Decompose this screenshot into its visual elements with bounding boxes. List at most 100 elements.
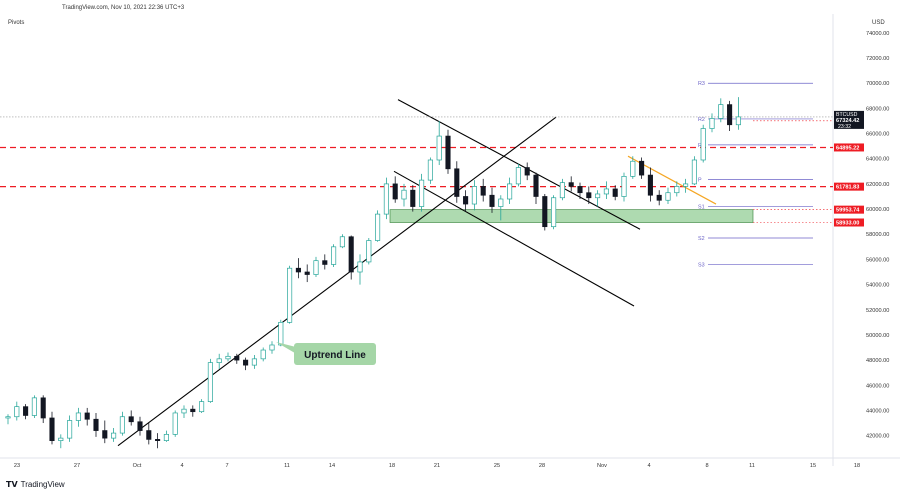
pivot-label: S2 <box>698 236 705 242</box>
candle-body <box>542 196 548 228</box>
price-level-tag <box>834 182 864 191</box>
candle-body <box>524 167 530 176</box>
tradingview-logo[interactable]: 𝗧𝗩 TradingView <box>6 480 65 489</box>
price-tick-label: 62000.00 <box>866 182 889 188</box>
candle-body <box>190 408 196 413</box>
candle-body <box>5 416 11 419</box>
candle-body <box>410 189 416 207</box>
price-level-label: 59953.74 <box>836 208 860 214</box>
candle-body <box>401 189 407 200</box>
price-level-label: 64895.22 <box>836 145 859 151</box>
current-price-countdown: 23:32 <box>838 124 851 130</box>
candle-body <box>102 430 108 439</box>
time-tick-label: 21 <box>434 463 440 469</box>
candle-body <box>674 186 680 194</box>
candle-body <box>269 344 275 351</box>
candle-body <box>709 118 715 129</box>
candle-body <box>533 174 539 197</box>
time-tick-label: 4 <box>647 463 650 469</box>
time-tick-label: 27 <box>74 463 80 469</box>
candle-body <box>93 418 99 431</box>
candle-body <box>630 160 636 177</box>
candle-body <box>119 416 125 434</box>
time-tick-label: Oct <box>133 463 142 469</box>
price-tick-label: 42000.00 <box>866 434 889 440</box>
candle-body <box>507 183 513 200</box>
pivot-label: R2 <box>698 117 705 123</box>
candle-body <box>14 406 20 418</box>
candle-body <box>480 186 486 196</box>
candle-body <box>603 188 609 195</box>
price-level-label: 61781.83 <box>836 185 859 191</box>
candle-body <box>111 432 117 439</box>
time-tick-label: 18 <box>389 463 395 469</box>
tradingview-brand-text: TradingView <box>20 480 65 489</box>
price-level-label: 58933.00 <box>836 220 859 226</box>
candle-body <box>463 196 469 205</box>
channel-lower-line <box>393 170 635 307</box>
time-tick-label: 23 <box>14 463 20 469</box>
candle-body <box>58 437 64 441</box>
time-tick-label: 25 <box>494 463 500 469</box>
candle-body <box>313 260 319 275</box>
candle-body <box>49 417 55 441</box>
candle-body <box>84 412 90 420</box>
price-tick-label: 74000.00 <box>866 31 889 37</box>
callout-box <box>294 343 376 365</box>
price-tick-label: 48000.00 <box>866 358 889 364</box>
pivot-label: P <box>698 178 702 184</box>
candle-body <box>216 358 222 363</box>
candle-body <box>647 174 653 196</box>
candle-body <box>683 183 689 187</box>
candle-body <box>559 182 565 199</box>
pivot-label: S3 <box>698 262 705 268</box>
current-price-value: 67324.42 <box>836 118 859 124</box>
price-tick-label: 66000.00 <box>866 132 889 138</box>
time-tick-label: 11 <box>749 463 755 469</box>
candle-body <box>419 179 425 207</box>
candle-body <box>568 182 574 187</box>
candle-body <box>718 104 724 119</box>
chart-source-info: TradingView.com, Nov 10, 2021 22:36 UTC+… <box>62 5 185 11</box>
time-tick-label: 18 <box>854 463 860 469</box>
candle-body <box>735 116 741 126</box>
tradingview-icon: 𝗧𝗩 <box>6 480 18 489</box>
candle-body <box>595 193 601 199</box>
current-price-tag <box>834 110 864 129</box>
candle-body <box>304 271 310 275</box>
candle-body <box>295 267 301 273</box>
price-tick-label: 44000.00 <box>866 408 889 414</box>
candle-body <box>67 420 73 439</box>
candle-body <box>586 192 592 199</box>
time-tick-label: 14 <box>329 463 335 469</box>
candle-body <box>137 421 143 431</box>
candle-body <box>23 406 29 416</box>
candle-body <box>445 135 451 170</box>
current-price-symbol: BTCUSD <box>836 112 858 118</box>
price-tick-label: 68000.00 <box>866 106 889 112</box>
price-tick-label: 50000.00 <box>866 333 889 339</box>
candle-body <box>392 183 398 200</box>
pivot-label: S1 <box>698 205 705 211</box>
price-tick-label: 72000.00 <box>866 56 889 62</box>
price-tick-label: 46000.00 <box>866 383 889 389</box>
candle-body <box>348 236 354 273</box>
price-tick-label: 64000.00 <box>866 157 889 163</box>
candle-body <box>225 355 231 360</box>
price-level-tag <box>834 205 864 214</box>
indicator-name: Pivots <box>8 20 25 26</box>
candle-body <box>727 104 733 126</box>
candle-body <box>639 160 645 176</box>
time-tick-label: 11 <box>284 463 290 469</box>
candle-body <box>577 186 583 194</box>
candle-body <box>287 267 293 323</box>
candle-body <box>163 433 169 441</box>
uptrend-annotation-text: Uptrend Line <box>304 350 366 361</box>
candle-body <box>498 198 504 207</box>
price-tick-label: 56000.00 <box>866 257 889 263</box>
support-zone <box>389 209 754 223</box>
candle-body <box>471 186 477 205</box>
candle-body <box>278 321 284 346</box>
